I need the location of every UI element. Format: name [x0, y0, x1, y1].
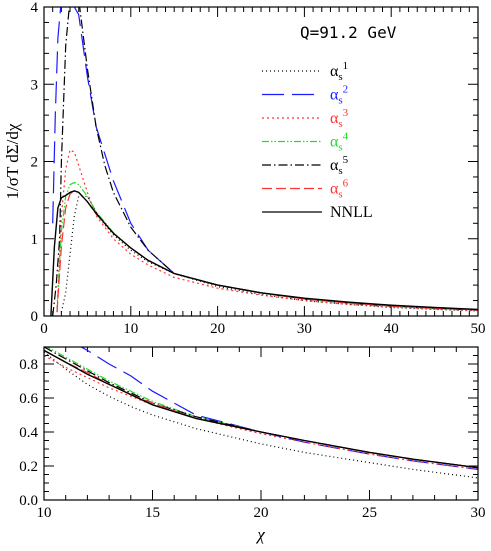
axis-ticks [43, 346, 479, 501]
series-lines [50, 7, 478, 316]
x-tick-label: 50 [471, 321, 486, 337]
y-tick-label: 3 [31, 77, 39, 93]
y-tick-label: 0.6 [19, 391, 38, 407]
series-line-nnll [50, 190, 478, 316]
axis-ticks [43, 6, 479, 317]
x-tick-label: 30 [297, 321, 312, 337]
y-tick-label: 0 [31, 309, 39, 325]
plot-frame [43, 6, 479, 317]
y-tick-label: 0.8 [19, 357, 38, 373]
series-line-αs2 [52, 7, 478, 311]
series-line-αs3 [56, 149, 478, 313]
bottom-panel: 10 15 20 25 30 0.0 0.2 0.4 0.6 0.8 χ [19, 346, 486, 544]
legend-label: αs1 [330, 60, 348, 83]
legend-label: αs3 [330, 107, 349, 130]
series-line-αs4 [56, 181, 478, 313]
series-line-αs1 [44, 351, 478, 479]
x-tick-label: 40 [384, 321, 399, 337]
series-line-αs6 [44, 349, 478, 469]
x-tick-label: 20 [254, 505, 269, 521]
legend-label: αs5 [330, 154, 349, 177]
y-tick-label: 4 [31, 0, 39, 16]
y-tick-label: 1 [31, 232, 39, 248]
legend-label: αs2 [330, 84, 348, 107]
x-tick-label: 30 [471, 505, 486, 521]
x-tick-label: 15 [145, 505, 160, 521]
y-tick-label: 2 [31, 155, 39, 171]
x-axis-title: χ [255, 525, 265, 544]
series-line-αs2 [79, 347, 478, 470]
x-tick-label: 10 [123, 321, 138, 337]
series-line-nnll [44, 349, 478, 469]
legend-label: αs6 [330, 178, 349, 201]
series-line-αs5 [44, 347, 478, 469]
x-tick-label: 0 [40, 321, 48, 337]
energy-annotation: Q=91.2 GeV [300, 23, 397, 42]
y-axis-title: 1/σT dΣ/dχ [3, 123, 22, 199]
y-tick-label: 0.0 [19, 493, 38, 509]
y-tick-label: 0.2 [19, 459, 38, 475]
x-tick-label: 10 [37, 505, 52, 521]
series-line-αs3 [44, 354, 478, 470]
series-line-αs5 [52, 7, 478, 316]
plot-frame [43, 346, 479, 501]
x-tick-label: 20 [210, 321, 225, 337]
legend-label: NNLL [330, 204, 373, 221]
x-tick-label: 25 [362, 505, 377, 521]
series-lines [44, 347, 478, 479]
legend-label: αs4 [330, 131, 349, 154]
y-tick-label: 0.4 [19, 425, 38, 441]
